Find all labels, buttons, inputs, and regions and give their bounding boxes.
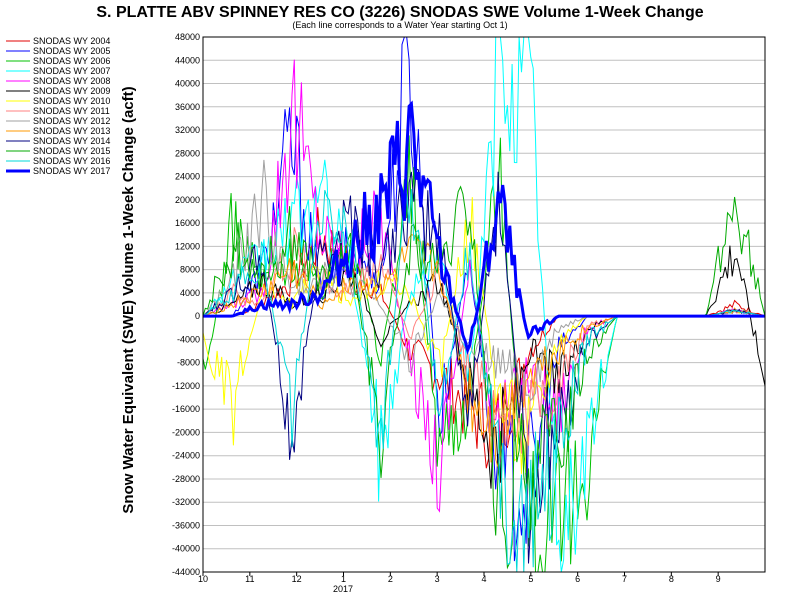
y-tick-label: 8000	[180, 265, 200, 275]
y-tick-label: -36000	[172, 520, 200, 530]
legend-label: SNODAS WY 2015	[33, 146, 110, 156]
y-tick-label: 0	[195, 311, 200, 321]
y-tick-label: -12000	[172, 381, 200, 391]
legend-label: SNODAS WY 2005	[33, 46, 110, 56]
x-tick-label: 7	[622, 574, 627, 584]
series-lines	[202, 36, 766, 573]
y-tick-label: 24000	[175, 172, 200, 182]
y-tick-label: 48000	[175, 32, 200, 42]
legend-label: SNODAS WY 2013	[33, 126, 110, 136]
x-tick-label: 2	[388, 574, 393, 584]
y-ticks: 4800044000400003600032000280002400020000…	[172, 32, 200, 577]
x-tick-label: 1	[341, 574, 346, 584]
y-tick-label: 4000	[180, 288, 200, 298]
y-tick-label: -20000	[172, 427, 200, 437]
plot-frame	[202, 36, 766, 573]
y-tick-label: -4000	[177, 334, 200, 344]
x-tick-label: 12	[292, 574, 302, 584]
x-tick-label: 6	[575, 574, 580, 584]
y-tick-label: 28000	[175, 148, 200, 158]
legend-label: SNODAS WY 2008	[33, 76, 110, 86]
legend-label: SNODAS WY 2017	[33, 166, 110, 176]
x-tick-label: 10	[198, 574, 208, 584]
y-tick-label: -28000	[172, 474, 200, 484]
legend-label: SNODAS WY 2007	[33, 66, 110, 76]
x-tick-label: 4	[481, 574, 486, 584]
y-tick-label: -24000	[172, 451, 200, 461]
series-line	[202, 159, 766, 403]
legend-label: SNODAS WY 2011	[33, 106, 110, 116]
legend-label: SNODAS WY 2010	[33, 96, 110, 106]
y-tick-label: 36000	[175, 102, 200, 112]
x-tick-label: 11	[245, 574, 254, 584]
legend-label: SNODAS WY 2016	[33, 156, 110, 166]
legend-label: SNODAS WY 2009	[33, 86, 110, 96]
y-tick-label: 40000	[175, 79, 200, 89]
y-tick-label: -16000	[172, 404, 200, 414]
y-tick-label: -8000	[177, 358, 200, 368]
y-tick-label: 32000	[175, 125, 200, 135]
legend-label: SNODAS WY 2012	[33, 116, 110, 126]
x-tick-label: 8	[669, 574, 674, 584]
legend-label: SNODAS WY 2004	[33, 36, 110, 46]
legend-label: SNODAS WY 2014	[33, 136, 110, 146]
y-axis-label: Snow Water Equivalent (SWE) Volume 1-Wee…	[120, 86, 137, 513]
x-year-label: 2017	[333, 584, 353, 594]
y-tick-label: 16000	[175, 218, 200, 228]
x-tick-label: 5	[528, 574, 533, 584]
x-tick-label: 9	[716, 574, 721, 584]
series-line	[202, 245, 766, 489]
y-tick-label: 20000	[175, 195, 200, 205]
y-tick-label: -44000	[172, 567, 200, 577]
series-line	[203, 100, 765, 355]
y-tick-label: -32000	[172, 497, 200, 507]
x-ticks: 10 11 12 1 2 3 4 5 6 7 8 9	[198, 572, 721, 584]
y-tick-label: 44000	[175, 55, 200, 65]
chart-title: S. PLATTE ABV SPINNEY RES CO (3226) SNOD…	[96, 4, 703, 21]
x-tick-label: 3	[435, 574, 440, 584]
legend-label: SNODAS WY 2006	[33, 56, 110, 66]
y-tick-label: 12000	[175, 241, 200, 251]
chart-subtitle: (Each line corresponds to a Water Year s…	[292, 20, 507, 30]
y-tick-label: -40000	[172, 544, 200, 554]
